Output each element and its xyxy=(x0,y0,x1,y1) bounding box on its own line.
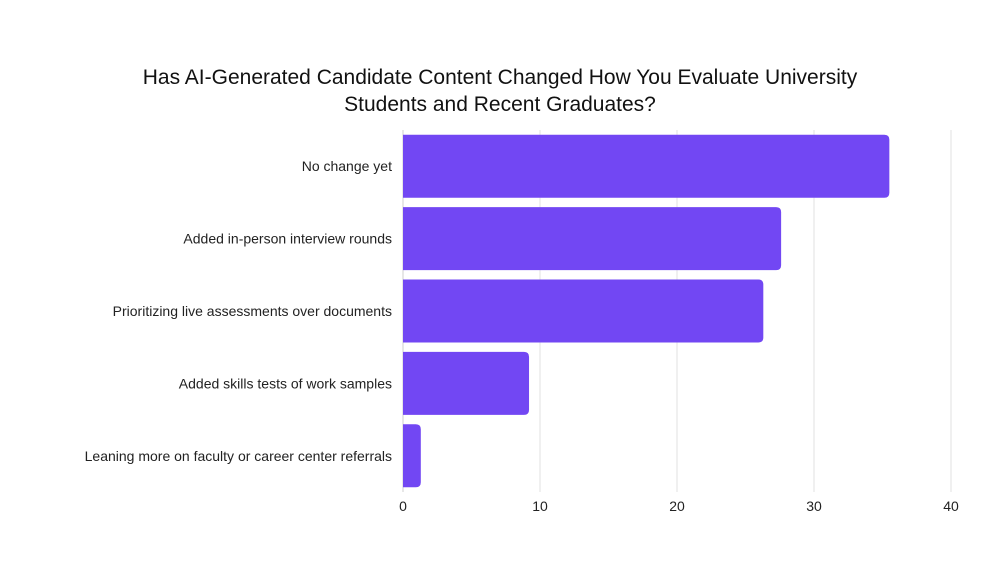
category-label-2: Added in-person interview rounds xyxy=(183,231,392,247)
category-label-4: Added skills tests of work samples xyxy=(179,375,392,391)
bar-1 xyxy=(403,134,890,198)
chart-title: Has AI-Generated Candidate Content Chang… xyxy=(0,64,1000,118)
chart-title-line-2: Students and Recent Graduates? xyxy=(344,93,656,116)
chart-title-line-1: Has AI-Generated Candidate Content Chang… xyxy=(142,66,858,89)
x-tick-label-10: 10 xyxy=(532,498,548,514)
x-tick-label-40: 40 xyxy=(943,498,959,514)
bar-5 xyxy=(403,424,421,488)
x-tick-label-20: 20 xyxy=(669,498,685,514)
x-tick-label-30: 30 xyxy=(806,498,822,514)
x-tick-label-0: 0 xyxy=(399,498,407,514)
bar-4 xyxy=(403,351,530,415)
bar-2 xyxy=(403,207,782,271)
category-label-1: No change yet xyxy=(302,158,392,174)
bar-3 xyxy=(403,279,764,343)
category-label-3: Prioritizing live assessments over docum… xyxy=(113,303,392,319)
category-label-5: Leaning more on faculty or career center… xyxy=(85,448,392,464)
